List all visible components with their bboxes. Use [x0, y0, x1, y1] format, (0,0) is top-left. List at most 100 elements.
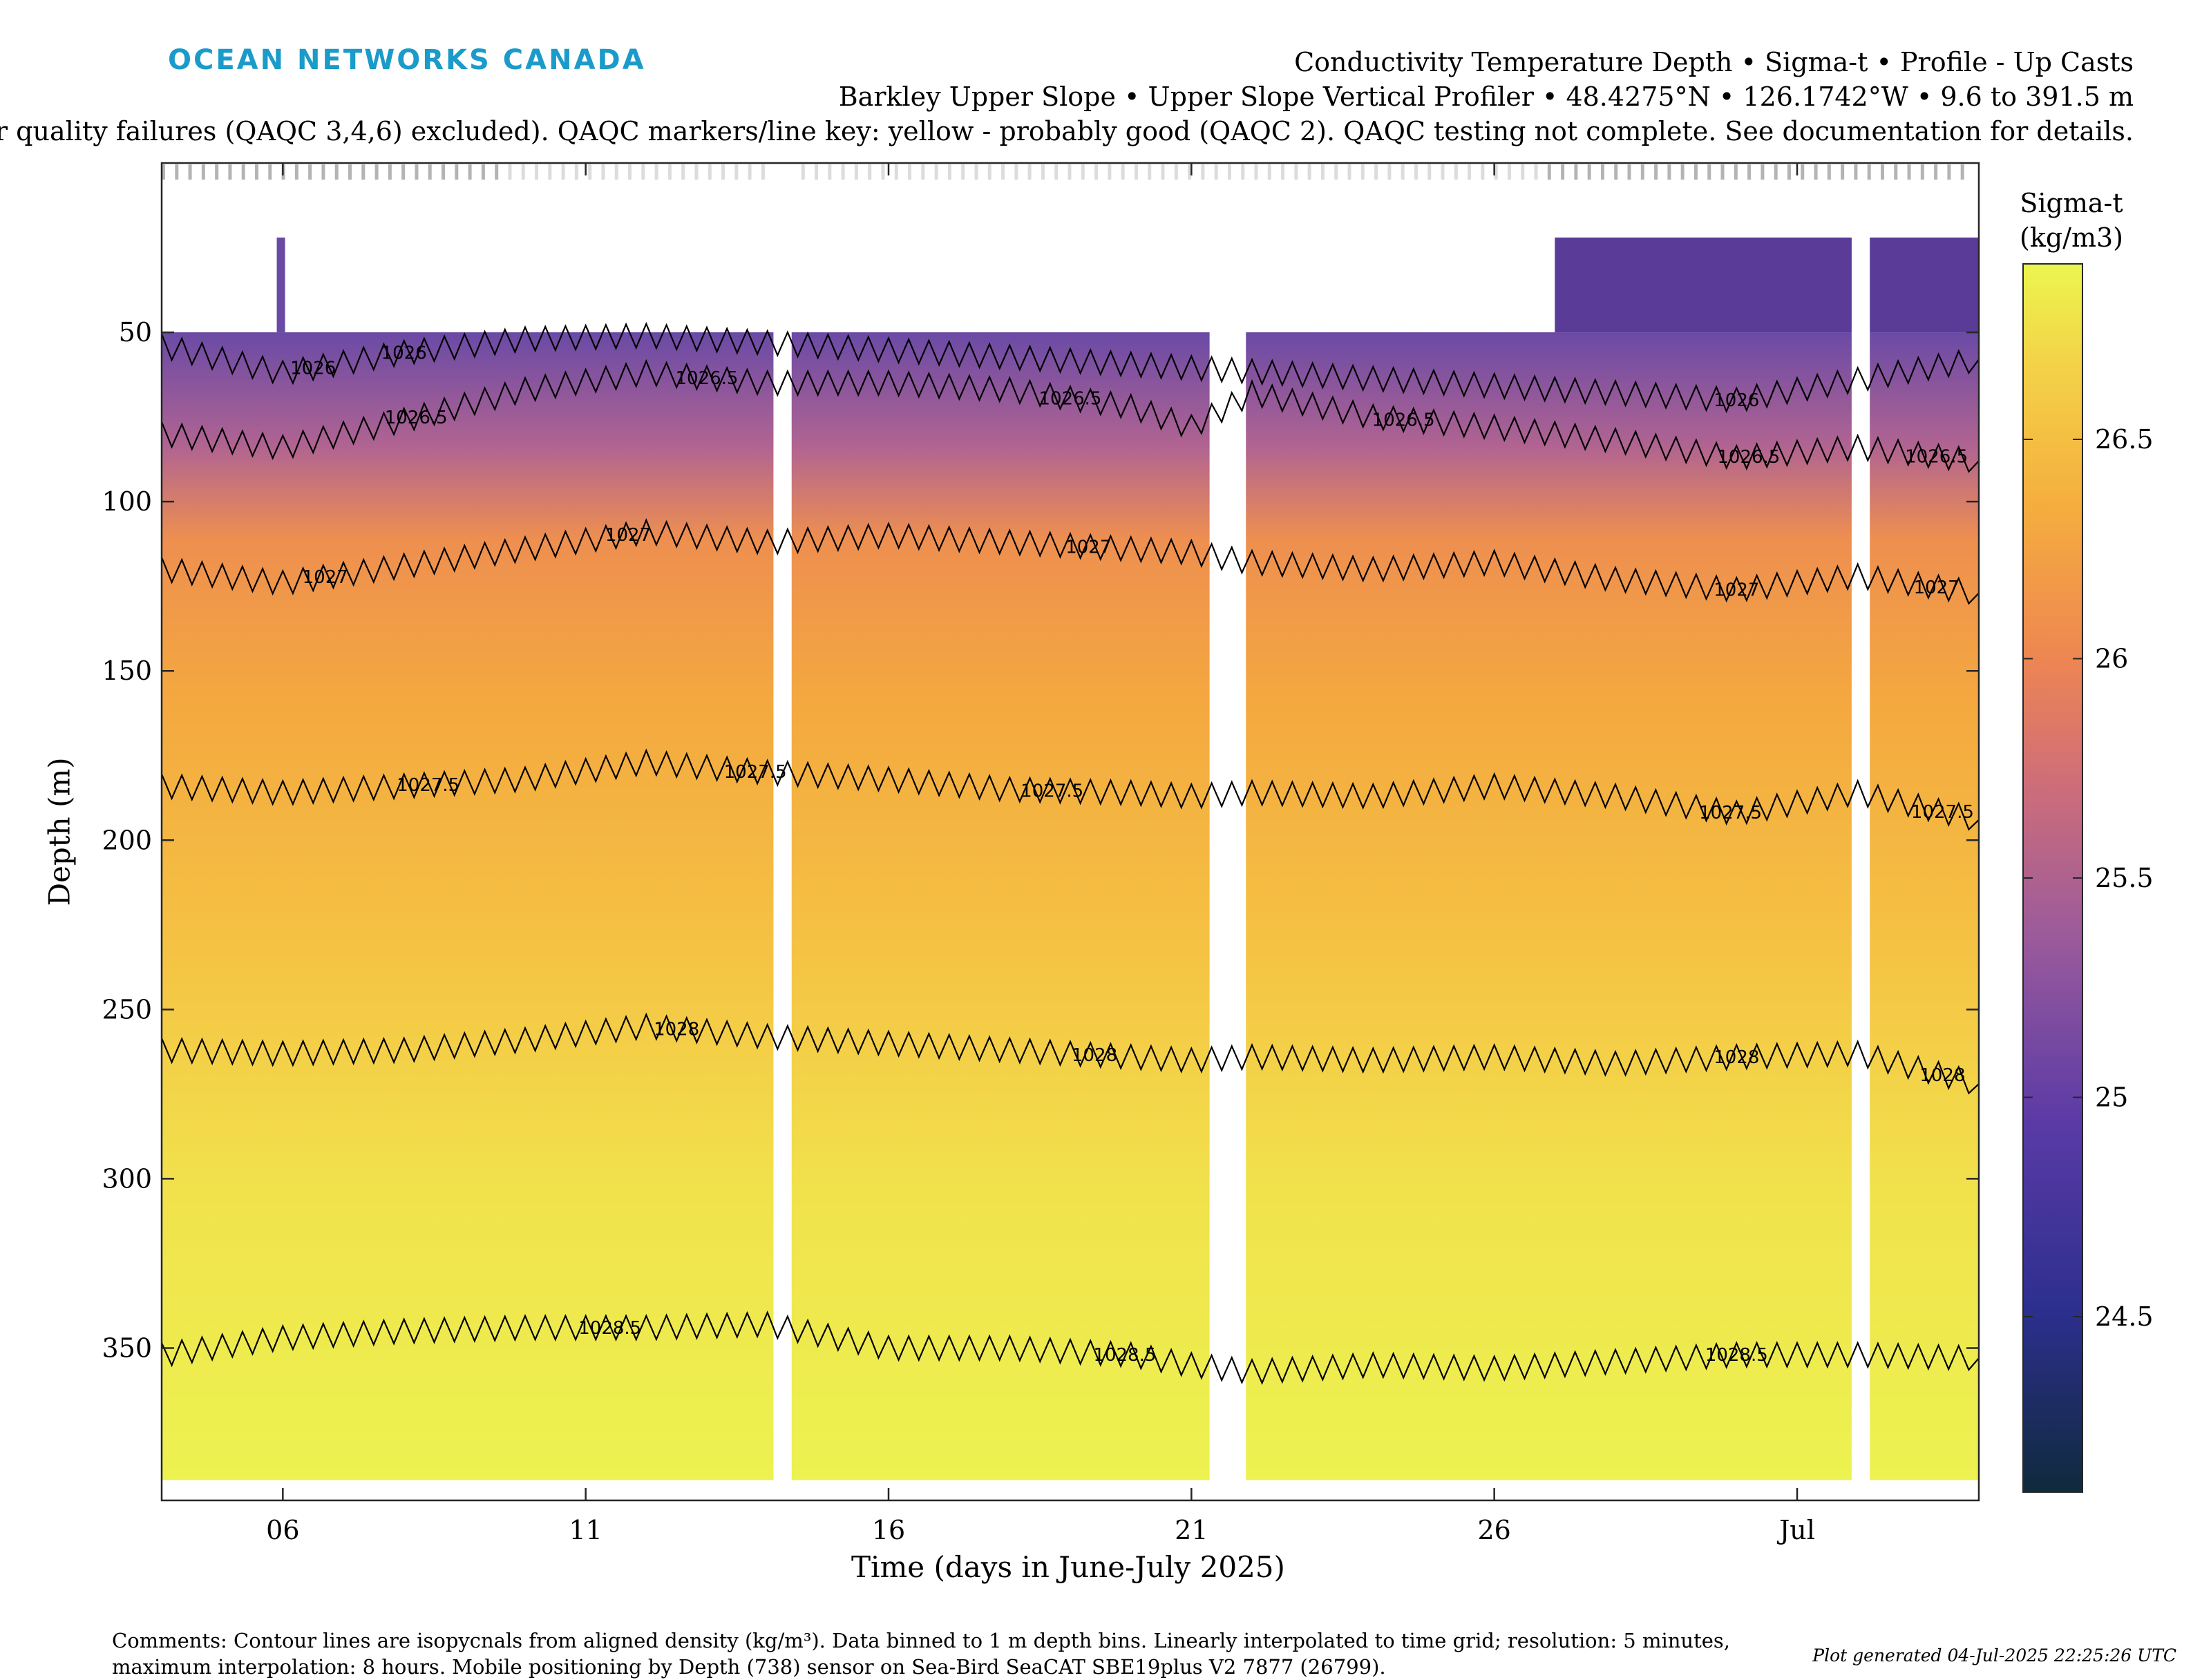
qaqc-marker: [1507, 164, 1511, 180]
colorbar-tick-label: 24.5: [2095, 1301, 2154, 1332]
qaqc-marker: [1693, 164, 1698, 180]
x-axis-label: Time (days in June-July 2025): [851, 1550, 1285, 1584]
colorbar-tick-label: 26.5: [2095, 424, 2154, 455]
qaqc-marker: [1441, 164, 1445, 180]
qaqc-marker: [1148, 164, 1152, 180]
qaqc-marker: [535, 164, 539, 180]
qaqc-marker: [1814, 164, 1818, 180]
colorbar-tick-label: 26: [2095, 644, 2128, 674]
sigma-t-shallow-spike: [276, 237, 285, 333]
contour-label: 1027.5: [1699, 803, 1762, 823]
qaqc-marker: [1360, 164, 1365, 180]
generated-timestamp: Plot generated 04-Jul-2025 22:25:26 UTC: [1812, 1645, 2176, 1665]
qaqc-marker: [334, 164, 339, 180]
qaqc-marker: [401, 164, 406, 180]
contour-label: 1028: [1072, 1045, 1117, 1066]
qaqc-marker: [1281, 164, 1285, 180]
qaqc-marker: [908, 164, 912, 180]
contour-label: 1026.5: [1039, 389, 1102, 410]
x-tick-label: 11: [569, 1515, 602, 1545]
y-tick-label: 300: [102, 1163, 152, 1194]
qaqc-marker: [188, 164, 192, 180]
qaqc-marker: [1734, 164, 1738, 180]
qaqc-marker: [1481, 164, 1485, 180]
contour-label: 1027.5: [1911, 802, 1974, 823]
qaqc-marker: [1001, 164, 1005, 180]
qaqc-marker: [947, 164, 951, 180]
qaqc-marker: [1894, 164, 1898, 180]
qaqc-marker: [1494, 164, 1498, 180]
plot-frame: [160, 162, 1980, 1502]
y-tick-label: 100: [102, 486, 152, 517]
qaqc-marker: [201, 164, 205, 180]
qaqc-marker: [548, 164, 552, 180]
y-axis-label: Depth (m): [42, 757, 77, 906]
qaqc-marker: [241, 164, 245, 180]
qaqc-marker: [961, 164, 965, 180]
qaqc-marker: [1787, 164, 1791, 180]
contour-label: 1028.5: [578, 1318, 641, 1339]
qaqc-marker: [1014, 164, 1018, 180]
qaqc-marker: [1960, 164, 1964, 180]
contour-line: [162, 359, 1979, 473]
qaqc-marker: [1614, 164, 1618, 180]
qaqc-marker: [641, 164, 645, 180]
qaqc-marker: [734, 164, 739, 180]
qaqc-marker: [428, 164, 432, 180]
qaqc-marker: [1880, 164, 1884, 180]
qaqc-marker: [348, 164, 352, 180]
data-gap: [773, 163, 792, 1500]
qaqc-marker: [681, 164, 685, 180]
x-tick-label: 21: [1175, 1515, 1208, 1545]
contour-label: 1026: [381, 343, 427, 363]
qaqc-marker: [574, 164, 578, 180]
contour-label: 1026: [1714, 390, 1759, 411]
x-tick-label: Jul: [1776, 1515, 1815, 1545]
qaqc-marker: [1640, 164, 1644, 180]
qaqc-marker: [1241, 164, 1245, 180]
qaqc-marker: [1307, 164, 1311, 180]
qaqc-marker: [1041, 164, 1045, 180]
qaqc-marker: [894, 164, 898, 180]
contour-label: 1027.5: [724, 762, 787, 783]
data-gap: [1851, 163, 1870, 1500]
qaqc-marker: [1654, 164, 1658, 180]
contour-label: 1028: [654, 1019, 699, 1040]
y-tick-label: 250: [102, 994, 152, 1024]
qaqc-marker: [361, 164, 366, 180]
contour-label: 1027.5: [1021, 781, 1083, 801]
qaqc-marker: [1320, 164, 1325, 180]
qaqc-marker: [1134, 164, 1138, 180]
colorbar-tick-label: 25: [2095, 1082, 2128, 1113]
colorbar-tick-label: 25.5: [2095, 863, 2154, 893]
qaqc-marker: [761, 164, 765, 180]
x-tick-label: 16: [872, 1515, 905, 1545]
qaqc-marker: [1761, 164, 1765, 180]
qaqc-marker: [1947, 164, 1951, 180]
contour-label: 1027: [1914, 578, 1959, 598]
qaqc-marker: [1427, 164, 1432, 180]
qaqc-marker: [1454, 164, 1458, 180]
qaqc-marker: [1680, 164, 1685, 180]
contour-label: 1027: [303, 567, 348, 588]
comments-line-1: Comments: Contour lines are isopycnals f…: [112, 1629, 1731, 1652]
data-gap: [1209, 163, 1246, 1500]
qaqc-marker: [1707, 164, 1711, 180]
contour-line: [162, 321, 1979, 414]
qaqc-marker: [694, 164, 699, 180]
qaqc-marker: [828, 164, 832, 180]
qaqc-marker: [1547, 164, 1551, 180]
contour-label: 1026.5: [385, 408, 448, 428]
qaqc-marker: [1600, 164, 1604, 180]
qaqc-marker: [1468, 164, 1472, 180]
y-tick-label: 350: [102, 1333, 152, 1363]
qaqc-marker: [1574, 164, 1578, 180]
contour-label: 1028.5: [1093, 1345, 1156, 1366]
qaqc-marker: [801, 164, 805, 180]
qaqc-marker: [1401, 164, 1405, 180]
x-tick-label: 06: [266, 1515, 299, 1545]
sigma-t-field: [162, 332, 1979, 1480]
qaqc-marker: [468, 164, 472, 180]
qaqc-marker: [721, 164, 725, 180]
